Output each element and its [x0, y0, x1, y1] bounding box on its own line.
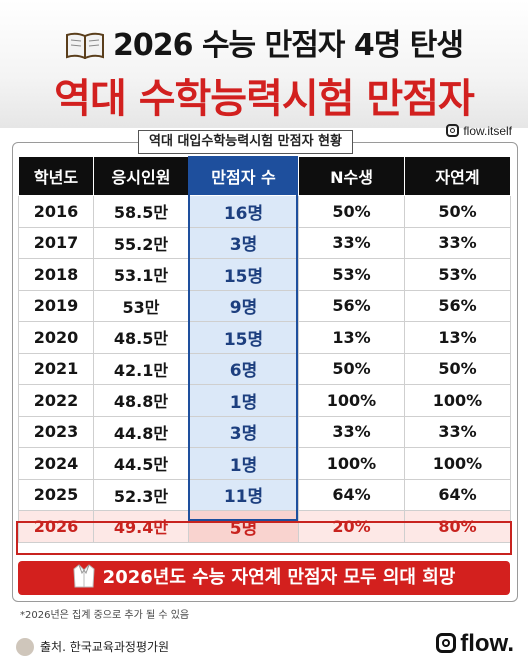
cell-perfect-scorers: 3명 — [188, 226, 299, 259]
cell-perfect-scorers: 6명 — [188, 352, 299, 385]
cell-applicants: 49.4만 — [93, 510, 189, 543]
source-text: 출처. 한국교육과정평가원 — [40, 640, 170, 654]
cell-repeaters: 20% — [298, 510, 405, 543]
cell-science-track: 100% — [404, 447, 511, 480]
cell-applicants: 48.5만 — [93, 321, 189, 354]
cell-applicants: 48.8만 — [93, 384, 189, 417]
cell-year: 2019 — [18, 289, 94, 322]
instagram-icon — [446, 124, 460, 137]
cell-year: 2016 — [18, 195, 94, 228]
instagram-icon — [436, 633, 457, 653]
cell-science-track: 50% — [404, 352, 511, 385]
cell-perfect-scorers: 9명 — [188, 289, 299, 322]
cell-perfect-scorers: 16명 — [188, 195, 299, 228]
table-row: 2024 44.5만 1명 100% 100% — [18, 447, 511, 480]
cell-year: 2018 — [18, 258, 94, 291]
col-header-year: 학년도 — [18, 156, 94, 196]
cell-applicants: 44.5만 — [93, 447, 189, 480]
banner-text: 2026년도 수능 자연계 만점자 모두 의대 희망 — [102, 567, 456, 588]
table-row: 2020 48.5만 15명 13% 13% — [18, 321, 511, 354]
perfect-score-table: 학년도 응시인원 만점자 수 N수생 자연계 2016 58.5만 16명 50% 50… — [18, 156, 511, 543]
cell-applicants: 53만 — [93, 289, 189, 322]
cell-year: 2025 — [18, 478, 94, 511]
table-row: 2019 53만 9명 56% 56% — [18, 289, 511, 322]
cell-science-track: 33% — [404, 226, 511, 259]
cell-science-track: 80% — [404, 510, 511, 543]
cell-repeaters: 64% — [298, 478, 405, 511]
cell-perfect-scorers: 1명 — [188, 447, 299, 480]
cell-science-track: 100% — [404, 384, 511, 417]
col-header-science-track: 자연계 — [404, 156, 511, 196]
table-row: 2017 55.2만 3명 33% 33% — [18, 226, 511, 259]
cell-repeaters: 13% — [298, 321, 405, 354]
footnote: *2026년은 집계 중으로 추가 될 수 있음 — [20, 610, 190, 621]
cell-applicants: 58.5만 — [93, 195, 189, 228]
table-caption: 역대 대입수학능력시험 만점자 현황 — [138, 130, 353, 154]
cell-repeaters: 33% — [298, 415, 405, 448]
banner: 2026년도 수능 자연계 만점자 모두 의대 희망 — [18, 561, 510, 595]
open-book-icon — [66, 32, 105, 59]
source-line: 출처. 한국교육과정평가원 — [16, 638, 169, 656]
brand-logo-text: flow. — [460, 630, 514, 657]
avatar — [16, 638, 34, 656]
cell-year: 2021 — [18, 352, 94, 385]
cell-repeaters: 56% — [298, 289, 405, 322]
col-header-repeaters: N수생 — [298, 156, 405, 196]
cell-perfect-scorers: 15명 — [188, 321, 299, 354]
table-row: 2016 58.5만 16명 50% 50% — [18, 195, 511, 228]
cell-science-track: 53% — [404, 258, 511, 291]
header — [0, 0, 528, 128]
brand-logo[interactable]: flow. — [436, 630, 514, 658]
table-row: 2023 44.8만 3명 33% 33% — [18, 415, 511, 448]
cell-applicants: 55.2만 — [93, 226, 189, 259]
brand-handle-text: flow.itself — [463, 124, 512, 138]
table-row: 2026 49.4만 5명 20% 80% — [18, 510, 511, 543]
table-row: 2021 42.1만 6명 50% 50% — [18, 352, 511, 385]
col-header-perfect-scorers: 만점자 수 — [188, 156, 299, 196]
table-row: 2018 53.1만 15명 53% 53% — [18, 258, 511, 291]
title-line-1: 2026 수능 만점자 4명 탄생 — [0, 20, 528, 64]
brand-handle[interactable]: flow.itself — [446, 124, 512, 138]
cell-repeaters: 100% — [298, 447, 405, 480]
cell-perfect-scorers: 3명 — [188, 415, 299, 448]
cell-repeaters: 53% — [298, 258, 405, 291]
cell-perfect-scorers: 5명 — [188, 510, 299, 543]
col-header-applicants: 응시인원 — [93, 156, 189, 196]
cell-applicants: 53.1만 — [93, 258, 189, 291]
cell-science-track: 33% — [404, 415, 511, 448]
cell-year: 2024 — [18, 447, 94, 480]
doctor-coat-icon — [73, 564, 95, 588]
cell-perfect-scorers: 15명 — [188, 258, 299, 291]
cell-science-track: 64% — [404, 478, 511, 511]
cell-applicants: 44.8만 — [93, 415, 189, 448]
cell-perfect-scorers: 1명 — [188, 384, 299, 417]
cell-perfect-scorers: 11명 — [188, 478, 299, 511]
cell-year: 2023 — [18, 415, 94, 448]
cell-science-track: 50% — [404, 195, 511, 228]
title-line-1-text: 2026 수능 만점자 4명 탄생 — [113, 28, 464, 63]
cell-science-track: 13% — [404, 321, 511, 354]
table-row: 2025 52.3만 11명 64% 64% — [18, 478, 511, 511]
cell-repeaters: 50% — [298, 352, 405, 385]
cell-year: 2020 — [18, 321, 94, 354]
cell-repeaters: 50% — [298, 195, 405, 228]
cell-applicants: 42.1만 — [93, 352, 189, 385]
cell-repeaters: 100% — [298, 384, 405, 417]
cell-year: 2017 — [18, 226, 94, 259]
table-row: 2022 48.8만 1명 100% 100% — [18, 384, 511, 417]
cell-repeaters: 33% — [298, 226, 405, 259]
table-header-row: 학년도 응시인원 만점자 수 N수생 자연계 — [18, 156, 511, 196]
title-line-2: 역대 수학능력시험 만점자 — [54, 76, 475, 122]
cell-science-track: 56% — [404, 289, 511, 322]
cell-applicants: 52.3만 — [93, 478, 189, 511]
cell-year: 2026 — [18, 510, 94, 543]
cell-year: 2022 — [18, 384, 94, 417]
